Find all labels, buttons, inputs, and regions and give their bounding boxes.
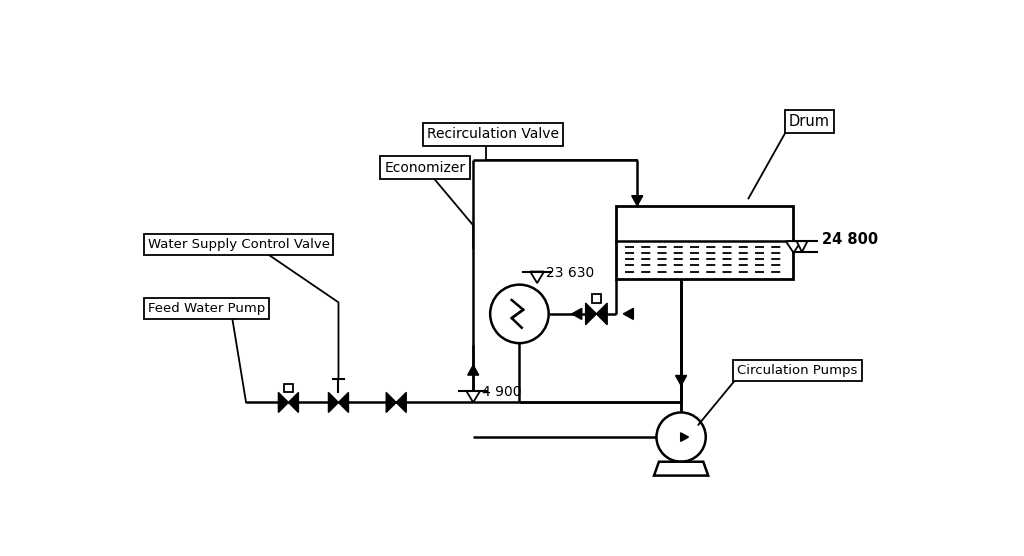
Polygon shape (468, 365, 478, 375)
Polygon shape (654, 461, 709, 475)
Polygon shape (624, 309, 634, 319)
Text: 23 630: 23 630 (547, 266, 595, 280)
Polygon shape (386, 393, 396, 413)
Text: 24 800: 24 800 (822, 232, 879, 247)
Text: Water Supply Control Valve: Water Supply Control Valve (147, 238, 330, 251)
Polygon shape (289, 393, 298, 413)
Polygon shape (279, 393, 289, 413)
Bar (615, 206, 793, 279)
Text: Feed Water Pump: Feed Water Pump (147, 302, 265, 315)
Ellipse shape (490, 285, 549, 343)
Polygon shape (596, 303, 607, 325)
Bar (592, 295, 601, 303)
Polygon shape (632, 196, 643, 206)
Text: Drum: Drum (788, 114, 829, 129)
Bar (284, 384, 293, 393)
Polygon shape (339, 393, 348, 413)
Text: 4 900: 4 900 (482, 385, 522, 399)
Text: Economizer: Economizer (385, 161, 466, 175)
Polygon shape (797, 241, 807, 252)
Text: Circulation Pumps: Circulation Pumps (737, 364, 858, 376)
Polygon shape (586, 303, 596, 325)
Polygon shape (466, 391, 480, 403)
Polygon shape (530, 271, 544, 283)
Circle shape (656, 413, 706, 461)
Polygon shape (571, 309, 582, 319)
Polygon shape (785, 241, 801, 253)
Polygon shape (329, 393, 339, 413)
Polygon shape (681, 433, 688, 441)
Polygon shape (676, 375, 687, 385)
Polygon shape (396, 393, 407, 413)
Text: Recirculation Valve: Recirculation Valve (427, 127, 559, 141)
